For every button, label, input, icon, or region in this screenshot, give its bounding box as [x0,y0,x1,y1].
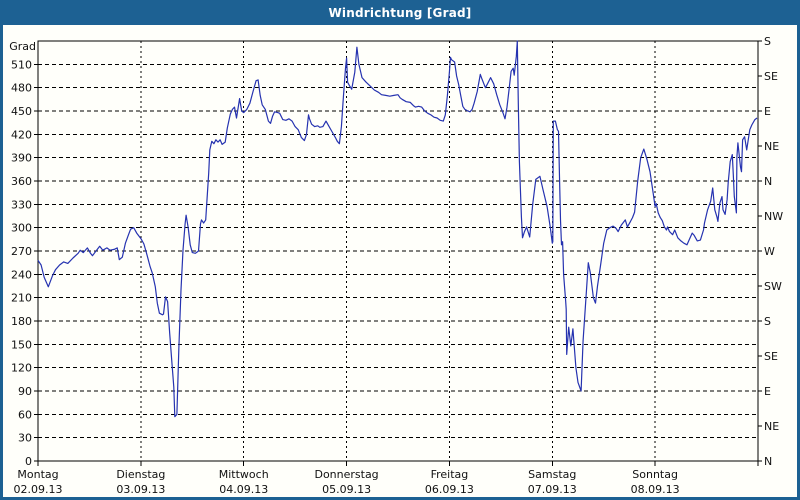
compass-axis-label: S [764,315,771,328]
y-axis-label: 210 [11,292,32,305]
y-axis-label: 180 [11,315,32,328]
day-name-label: Mittwoch [219,468,269,481]
compass-axis-label: E [764,385,771,398]
day-name-label: Dienstag [116,468,165,481]
day-name-label: Freitag [431,468,469,481]
day-date-label: 03.09.13 [116,483,165,496]
day-name-label: Sonntag [632,468,678,481]
day-date-label: 04.09.13 [219,483,268,496]
y-axis-label: 270 [11,245,32,258]
y-axis-label: 60 [18,408,32,421]
compass-axis-label: SW [764,280,782,293]
y-axis-label: 420 [11,128,32,141]
y-axis-label: 480 [11,82,32,95]
compass-axis-label: NE [764,420,779,433]
y-axis-label: 510 [11,58,32,71]
y-axis-unit-label: Grad [9,40,36,53]
chart-canvas-background [3,25,797,497]
day-name-label: Donnerstag [314,468,378,481]
y-axis-label: 330 [11,198,32,211]
y-axis-label: 300 [11,222,32,235]
compass-axis-label: NE [764,140,779,153]
y-axis-label: 240 [11,268,32,281]
y-axis-label: 120 [11,362,32,375]
title-bar: Windrichtung [Grad] [0,0,800,25]
y-axis-label: 30 [18,432,32,445]
series-line-windrichtung [37,40,758,418]
day-date-label: 06.09.13 [425,483,474,496]
compass-axis-label: SE [764,70,778,83]
day-date-label: 02.09.13 [14,483,63,496]
compass-axis-label: SE [764,350,778,363]
day-name-label: Montag [17,468,58,481]
day-date-label: 08.09.13 [631,483,680,496]
day-name-label: Samstag [528,468,576,481]
page-title: Windrichtung [Grad] [328,5,472,20]
compass-axis-label: N [764,455,772,468]
y-axis-label: 360 [11,175,32,188]
compass-axis-label: W [764,245,775,258]
compass-axis-label: S [764,35,771,48]
compass-axis-label: NW [764,210,783,223]
y-axis-label: 90 [18,385,32,398]
compass-axis-label: E [764,105,771,118]
day-date-label: 05.09.13 [322,483,371,496]
day-date-label: 07.09.13 [528,483,577,496]
y-axis-label: 390 [11,152,32,165]
compass-axis-label: N [764,175,772,188]
y-axis-label: 450 [11,105,32,118]
y-axis-label: 150 [11,338,32,351]
y-axis-label: 0 [25,455,32,468]
